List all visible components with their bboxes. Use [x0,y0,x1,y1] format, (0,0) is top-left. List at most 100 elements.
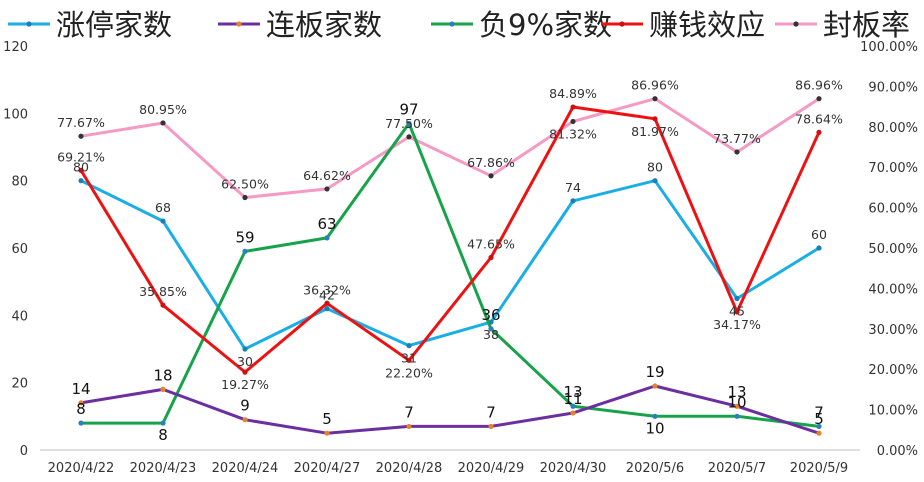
y-right-tick-9: 90.00% [868,80,918,95]
data-label-1-8: 13 [727,383,746,401]
data-label-0-6: 74 [565,180,581,195]
series-line-0 [80,179,820,351]
data-label-4-1: 80.95% [139,102,187,117]
y-left-tick-4: 80 [11,175,28,190]
point-4-2 [242,194,248,201]
series-line-4 [80,97,820,199]
y-right-tick-5: 50.00% [868,242,918,257]
data-label-2-0: 8 [76,400,86,418]
legend-marker-1 [236,21,242,27]
point-4-4 [406,134,412,140]
point-4-6 [570,118,576,125]
data-label-3-8: 34.17% [713,317,761,332]
point-0-7 [652,178,658,184]
y-right-tick-10: 100.00% [860,40,918,55]
point-1-5 [488,423,494,430]
y-right-tick-7: 70.00% [868,161,918,176]
series-line-2 [81,121,820,428]
data-label-3-7: 81.97% [631,124,679,139]
point-0-4 [406,343,412,349]
point-2-3 [324,235,330,241]
data-label-0-2: 30 [237,354,253,369]
point-0-8 [734,295,740,302]
point-3-3 [324,300,330,306]
point-4-3 [324,186,330,192]
point-0-0 [78,178,84,184]
point-0-1 [160,218,166,224]
data-label-4-8: 73.77% [713,131,761,146]
point-4-1 [160,120,166,126]
legend-label-2: 负9%家数 [479,8,612,42]
point-3-7 [652,116,658,122]
data-label-4-4: 77.50% [385,116,433,131]
data-label-3-2: 19.27% [221,377,269,392]
data-label-4-2: 62.50% [221,177,269,192]
y-right-tick-4: 40.00% [868,282,918,297]
legend-marker-3 [619,21,625,27]
data-label-0-7: 80 [647,160,663,175]
x-tick-0: 2020/4/22 [48,461,115,476]
point-3-5 [488,254,494,261]
data-label-3-4: 22.20% [385,365,433,380]
data-label-1-3: 5 [322,410,332,428]
y-left-tick-3: 60 [11,242,28,257]
data-label-4-5: 67.86% [467,155,515,170]
data-label-1-1: 18 [153,366,172,384]
point-4-8 [734,149,740,155]
data-label-0-9: 60 [811,227,827,242]
point-0-3 [324,306,330,312]
point-2-8 [734,413,740,419]
legend-label-0: 涨停家数 [56,8,172,42]
point-1-6 [570,410,576,416]
point-4-5 [488,173,494,179]
point-0-6 [570,198,576,204]
x-tick-9: 2020/5/9 [790,461,848,476]
y-left-tick-1: 20 [11,377,28,392]
point-1-4 [406,423,412,430]
legend-marker-2 [449,21,455,27]
point-3-2 [242,369,248,375]
data-label-1-4: 7 [404,403,414,421]
point-2-4 [406,120,412,127]
x-tick-3: 2020/4/27 [294,461,361,476]
series-line-1 [80,384,820,435]
data-label-4-9: 86.96% [795,78,843,93]
y-right-tick-6: 60.00% [868,202,918,217]
x-tick-2: 2020/4/24 [212,461,279,476]
data-label-2-9: 7 [814,403,824,421]
data-label-0-8: 45 [729,304,745,319]
point-1-9 [816,430,822,436]
y-left-tick-2: 40 [11,309,28,324]
legend-label-1: 连板家数 [266,8,382,42]
data-label-1-2: 9 [240,397,250,415]
point-3-8 [734,309,740,315]
x-tick-7: 2020/5/6 [626,461,684,476]
data-label-3-9: 78.64% [795,111,843,126]
data-label-4-0: 77.67% [57,115,105,130]
legend-label-4: 封板率 [823,8,910,42]
y-left-tick-0: 0 [20,444,28,459]
data-label-1-6: 11 [563,390,582,408]
point-2-2 [242,248,248,254]
data-label-1-7: 19 [645,363,664,381]
data-label-2-2: 59 [235,228,254,246]
point-1-3 [324,430,330,436]
point-3-0 [78,167,84,173]
axes: 0 20 40 60 80 100 120 0.00% 10.00% 20.00% 30.00% 40… [3,40,918,476]
x-tick-6: 2020/4/30 [540,461,607,476]
data-label-1-9: 5 [814,410,824,428]
data-label-3-0: 69.21% [57,149,105,164]
point-1-2 [242,417,248,423]
legend-label-3: 赚钱效应 [649,8,765,42]
point-0-9 [816,245,822,251]
y-right-tick-3: 30.00% [868,323,918,338]
point-2-5 [488,326,494,332]
data-label-2-4: 97 [399,100,418,118]
series-line-3 [79,105,821,374]
data-label-4-7: 86.96% [631,78,679,93]
legend-marker-0 [26,21,32,27]
data-label-3-6: 84.89% [549,86,597,101]
point-3-9 [816,129,822,135]
data-label-0-4: 31 [401,351,417,366]
